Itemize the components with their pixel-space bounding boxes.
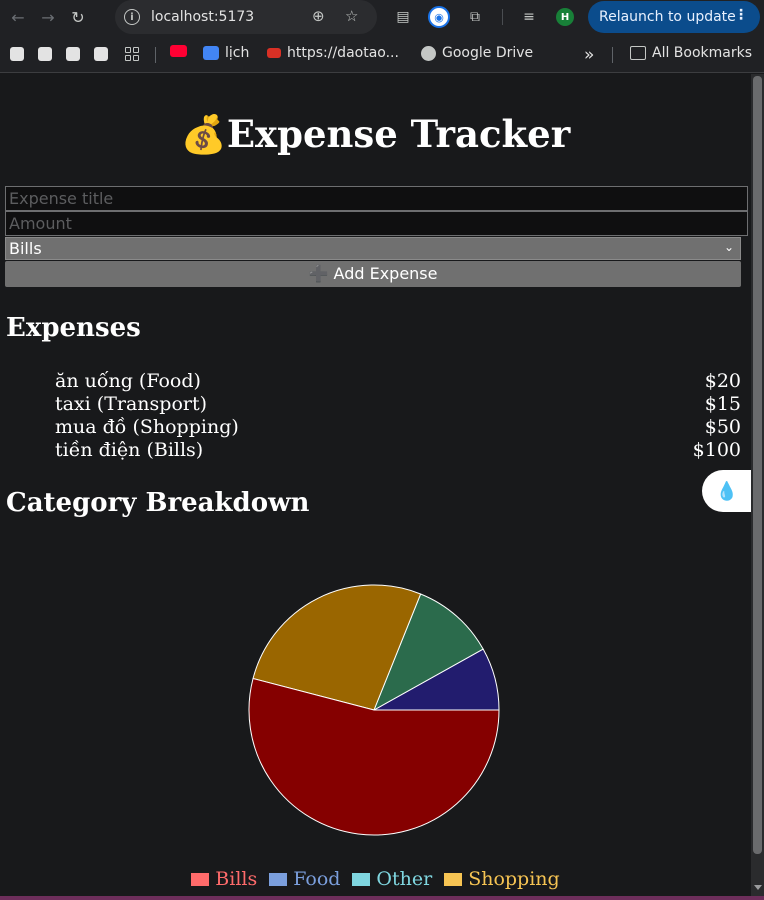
reload-icon[interactable]: ↻ <box>71 8 85 27</box>
legend-swatch <box>352 872 371 886</box>
app-viewport: 💰Expense Tracker Bills ⌄ ➕ Add Expense E… <box>0 74 752 896</box>
legend-label: Food <box>293 868 341 890</box>
legend-swatch <box>269 872 288 886</box>
bookmark-favicon-icon[interactable] <box>10 47 24 61</box>
bookmark-calendar[interactable]: lịch <box>203 45 249 61</box>
add-expense-button[interactable]: ➕ Add Expense <box>5 261 741 287</box>
legend-label: Shopping <box>468 868 560 890</box>
bookmark-favicon-icon[interactable] <box>94 47 108 61</box>
page-scrollbar[interactable] <box>751 74 764 896</box>
bookmark-youtube[interactable] <box>170 45 193 57</box>
expense-label: ăn uống (Food) <box>55 370 201 392</box>
browser-toolbar: ← → ↻ i localhost:5173 ⊕ ☆ ▤ ◉ ⧉ ≡ H Rel… <box>0 0 764 35</box>
bottom-edge <box>0 896 764 900</box>
expense-title-input[interactable] <box>5 186 748 211</box>
bookmark-favicon-icon[interactable] <box>66 47 80 61</box>
bookmark-favicon-icon[interactable] <box>38 47 52 61</box>
daotao-favicon-icon <box>267 48 281 58</box>
bookmark-label: https://daotao... <box>287 45 399 61</box>
expense-amount: $20 <box>704 370 741 392</box>
address-url[interactable]: localhost:5173 <box>151 9 255 25</box>
expense-row: tiền điện (Bills) $100 <box>55 439 741 462</box>
globe-icon <box>421 45 436 61</box>
calendar-icon <box>203 46 219 60</box>
legend-item-bills[interactable]: Bills <box>191 868 257 890</box>
youtube-icon <box>170 45 187 57</box>
expense-row: mua đồ (Shopping) $50 <box>55 416 741 439</box>
legend-item-other[interactable]: Other <box>352 868 432 890</box>
more-bookmarks-chevron-icon[interactable]: » <box>584 45 595 65</box>
pie-slice-food[interactable] <box>373 593 484 712</box>
expenses-heading: Expenses <box>6 313 141 343</box>
zoom-icon[interactable]: ⊕ <box>312 7 325 25</box>
expense-row: ăn uống (Food) $20 <box>55 370 741 393</box>
category-select-value: Bills <box>9 239 42 258</box>
bookmarks-divider <box>155 47 156 63</box>
extension-eye-icon[interactable]: ◉ <box>428 6 450 28</box>
chart-legend: Bills Food Other Shopping <box>0 868 751 890</box>
expense-amount: $100 <box>692 439 741 461</box>
scrollbar-thumb[interactable] <box>753 76 762 854</box>
expense-label: taxi (Transport) <box>55 393 208 415</box>
expense-label: mua đồ (Shopping) <box>55 416 239 438</box>
relaunch-button[interactable]: Relaunch to update ⋮ <box>588 1 760 33</box>
bookmark-google-drive[interactable]: Google Drive <box>421 45 533 61</box>
pie-slice-bills[interactable] <box>248 677 500 836</box>
legend-item-shopping[interactable]: Shopping <box>444 868 560 890</box>
extensions-puzzle-icon[interactable]: ⧉ <box>470 9 480 25</box>
money-bag-icon: 💰 <box>180 112 227 156</box>
bookmark-label: Google Drive <box>442 45 534 61</box>
apps-grid-icon[interactable] <box>125 47 139 61</box>
legend-swatch <box>444 872 463 886</box>
expense-row: taxi (Transport) $15 <box>55 393 741 416</box>
tab-search-icon[interactable]: ▤ <box>396 9 410 25</box>
expense-amount: $50 <box>704 416 741 438</box>
chevron-down-icon: ⌄ <box>723 240 734 254</box>
bookmark-star-icon[interactable]: ☆ <box>345 7 359 25</box>
all-bookmarks-button[interactable]: All Bookmarks <box>630 45 752 61</box>
expense-list: ăn uống (Food) $20 taxi (Transport) $15 … <box>55 370 741 462</box>
expense-label: tiền điện (Bills) <box>55 439 204 461</box>
pie-slice-shopping[interactable] <box>252 584 422 711</box>
legend-label: Bills <box>215 868 258 890</box>
bookmarks-bar: lịch https://daotao... Google Drive » Al… <box>0 35 764 73</box>
bookmark-daotao[interactable]: https://daotao... <box>267 45 399 61</box>
scroll-down-arrow-icon[interactable] <box>754 885 762 890</box>
floating-assistant-button[interactable]: 💧 <box>702 470 752 512</box>
all-bookmarks-label: All Bookmarks <box>652 45 753 61</box>
sparkle-droplet-icon: 💧 <box>715 480 739 502</box>
legend-swatch <box>191 872 210 886</box>
bookmarks-divider <box>612 47 613 63</box>
bookmark-label: lịch <box>225 45 250 61</box>
media-controls-icon[interactable]: ≡ <box>523 9 535 25</box>
page-title-text: Expense Tracker <box>226 112 571 156</box>
toolbar-divider <box>502 9 503 25</box>
kebab-menu-icon[interactable]: ⋮ <box>734 7 748 23</box>
profile-avatar[interactable]: H <box>556 8 574 26</box>
site-info-icon[interactable]: i <box>124 9 140 25</box>
amount-input[interactable] <box>5 211 748 236</box>
expense-amount: $15 <box>704 393 741 415</box>
category-select[interactable]: Bills ⌄ <box>5 237 741 260</box>
address-bar[interactable]: i localhost:5173 ⊕ ☆ <box>115 0 377 34</box>
category-breakdown-heading: Category Breakdown <box>6 488 310 518</box>
back-arrow-icon[interactable]: ← <box>11 8 25 27</box>
folder-icon <box>630 46 646 60</box>
forward-arrow-icon[interactable]: → <box>41 8 55 27</box>
category-pie-chart <box>248 584 500 836</box>
legend-item-food[interactable]: Food <box>269 868 340 890</box>
relaunch-label: Relaunch to update <box>599 9 736 25</box>
legend-label: Other <box>376 868 433 890</box>
page-title: 💰Expense Tracker <box>0 112 751 157</box>
